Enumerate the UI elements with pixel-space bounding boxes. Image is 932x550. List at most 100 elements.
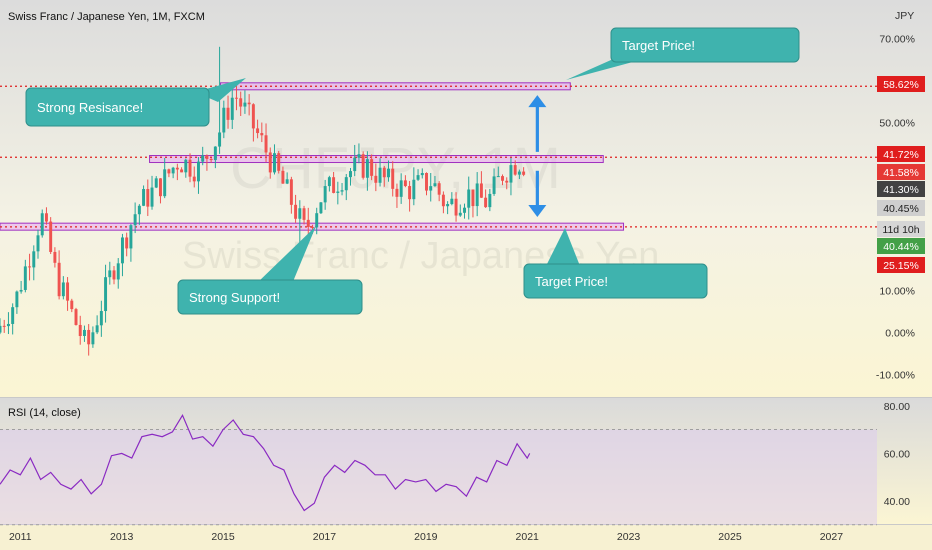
candle-body-2 <box>6 323 10 327</box>
candle-body-102 <box>429 186 433 191</box>
candle-body-93 <box>391 168 395 189</box>
x-tick-label-6: 2023 <box>617 531 641 543</box>
candle-body-41 <box>171 167 175 174</box>
candle-body-28 <box>116 263 120 280</box>
y-tick-label-5: -10.00% <box>876 370 915 382</box>
candle-body-12 <box>49 221 53 252</box>
candle-body-47 <box>196 161 200 182</box>
candle-body-56 <box>234 97 238 99</box>
rsi-tick-label-1: 60.00 <box>884 448 910 460</box>
candle-body-82 <box>344 177 348 191</box>
candle-body-72 <box>302 208 306 220</box>
candle-body-37 <box>154 178 158 188</box>
x-tick-label-1: 2013 <box>110 531 134 543</box>
candle-body-52 <box>218 132 222 147</box>
candle-body-45 <box>188 159 192 177</box>
candle-body-112 <box>471 189 475 207</box>
candle-body-119 <box>501 176 504 181</box>
candle-body-113 <box>475 183 479 207</box>
callout-target-down: Target Price! <box>523 228 708 299</box>
rsi-band <box>0 429 877 525</box>
rsi-line <box>0 413 531 512</box>
candle-body-108 <box>454 198 458 216</box>
callout-target-up: Target Price! <box>566 27 800 80</box>
y-tick-label-4: 0.00% <box>885 328 915 340</box>
candle-body-96 <box>403 180 407 187</box>
candle-body-19 <box>78 324 82 337</box>
price-tag-bg-5 <box>877 221 925 237</box>
candle-body-103 <box>433 183 437 187</box>
candle-body-109 <box>458 212 462 216</box>
price-tag-label-6: 40.44% <box>883 241 919 253</box>
candle-body-63 <box>264 135 268 153</box>
hlines-layer <box>0 85 877 228</box>
candle-body-101 <box>425 173 428 191</box>
price-tag-label-1: 41.72% <box>883 149 919 161</box>
y-tick-label-0: 70.00% <box>879 33 915 45</box>
candle-body-25 <box>104 277 108 312</box>
time-axis-background <box>0 524 932 550</box>
candle-body-71 <box>298 208 302 219</box>
candle-body-91 <box>382 167 386 178</box>
candle-body-50 <box>209 158 213 161</box>
candle-body-121 <box>509 165 513 183</box>
price-tag-bg-6 <box>877 238 925 254</box>
candle-body-81 <box>340 190 344 192</box>
price-tag-7: 25.15% <box>877 257 925 273</box>
candle-body-42 <box>175 167 179 170</box>
arrow-head-1 <box>528 205 547 218</box>
candle-body-1 <box>2 325 6 327</box>
candle-body-73 <box>306 219 310 227</box>
candle-body-104 <box>437 183 441 195</box>
candle-body-120 <box>505 180 509 183</box>
candle-body-118 <box>496 176 500 178</box>
candle-body-68 <box>285 179 289 184</box>
price-tag-label-2: 41.58% <box>883 167 919 179</box>
rsi-pane: 80.00 60.00 40.00 <box>0 401 910 526</box>
price-tag-3: 41.30% <box>877 181 925 197</box>
candle-body-49 <box>205 155 209 159</box>
candle-body-88 <box>370 159 374 176</box>
candle-body-33 <box>137 205 141 215</box>
y-tick-label-1: 50.00% <box>879 117 915 129</box>
candle-body-110 <box>463 207 466 213</box>
candle-body-16 <box>66 282 70 301</box>
price-tag-label-3: 41.30% <box>883 184 919 196</box>
candle-body-34 <box>142 189 146 206</box>
candle-body-57 <box>239 98 243 107</box>
candle-body-38 <box>158 178 162 197</box>
candle-body-117 <box>492 176 496 194</box>
candle-body-3 <box>11 307 15 324</box>
candle-body-60 <box>251 104 255 129</box>
candle-body-5 <box>19 289 23 292</box>
price-tag-label-5: 11d 10h <box>882 224 919 236</box>
x-tick-label-2: 2015 <box>211 531 235 543</box>
candle-body-80 <box>336 191 340 193</box>
y-tick-label-3: 10.00% <box>879 286 915 298</box>
zone-1 <box>149 155 604 164</box>
candle-body-77 <box>323 186 327 203</box>
candle-body-86 <box>361 154 365 178</box>
price-tag-bg-1 <box>877 146 925 162</box>
rsi-tick-label-2: 40.00 <box>884 496 910 508</box>
price-tag-bg-3 <box>877 181 925 197</box>
candle-body-67 <box>281 170 285 184</box>
candle-body-27 <box>112 270 116 280</box>
main-pane-background <box>0 0 932 398</box>
candle-body-111 <box>467 189 471 208</box>
candle-body-0 <box>0 325 2 333</box>
candle-body-59 <box>247 102 251 105</box>
candle-body-74 <box>311 226 314 228</box>
candle-body-65 <box>273 153 276 173</box>
candle-body-116 <box>488 193 492 208</box>
candle-body-90 <box>378 167 382 183</box>
candle-body-23 <box>95 325 99 333</box>
candle-body-44 <box>184 159 188 173</box>
candle-body-6 <box>23 266 27 290</box>
x-tick-label-8: 2027 <box>820 531 844 543</box>
candle-body-54 <box>226 107 230 120</box>
candle-body-15 <box>61 282 65 297</box>
candle-body-24 <box>99 311 103 326</box>
candle-body-95 <box>399 180 403 197</box>
